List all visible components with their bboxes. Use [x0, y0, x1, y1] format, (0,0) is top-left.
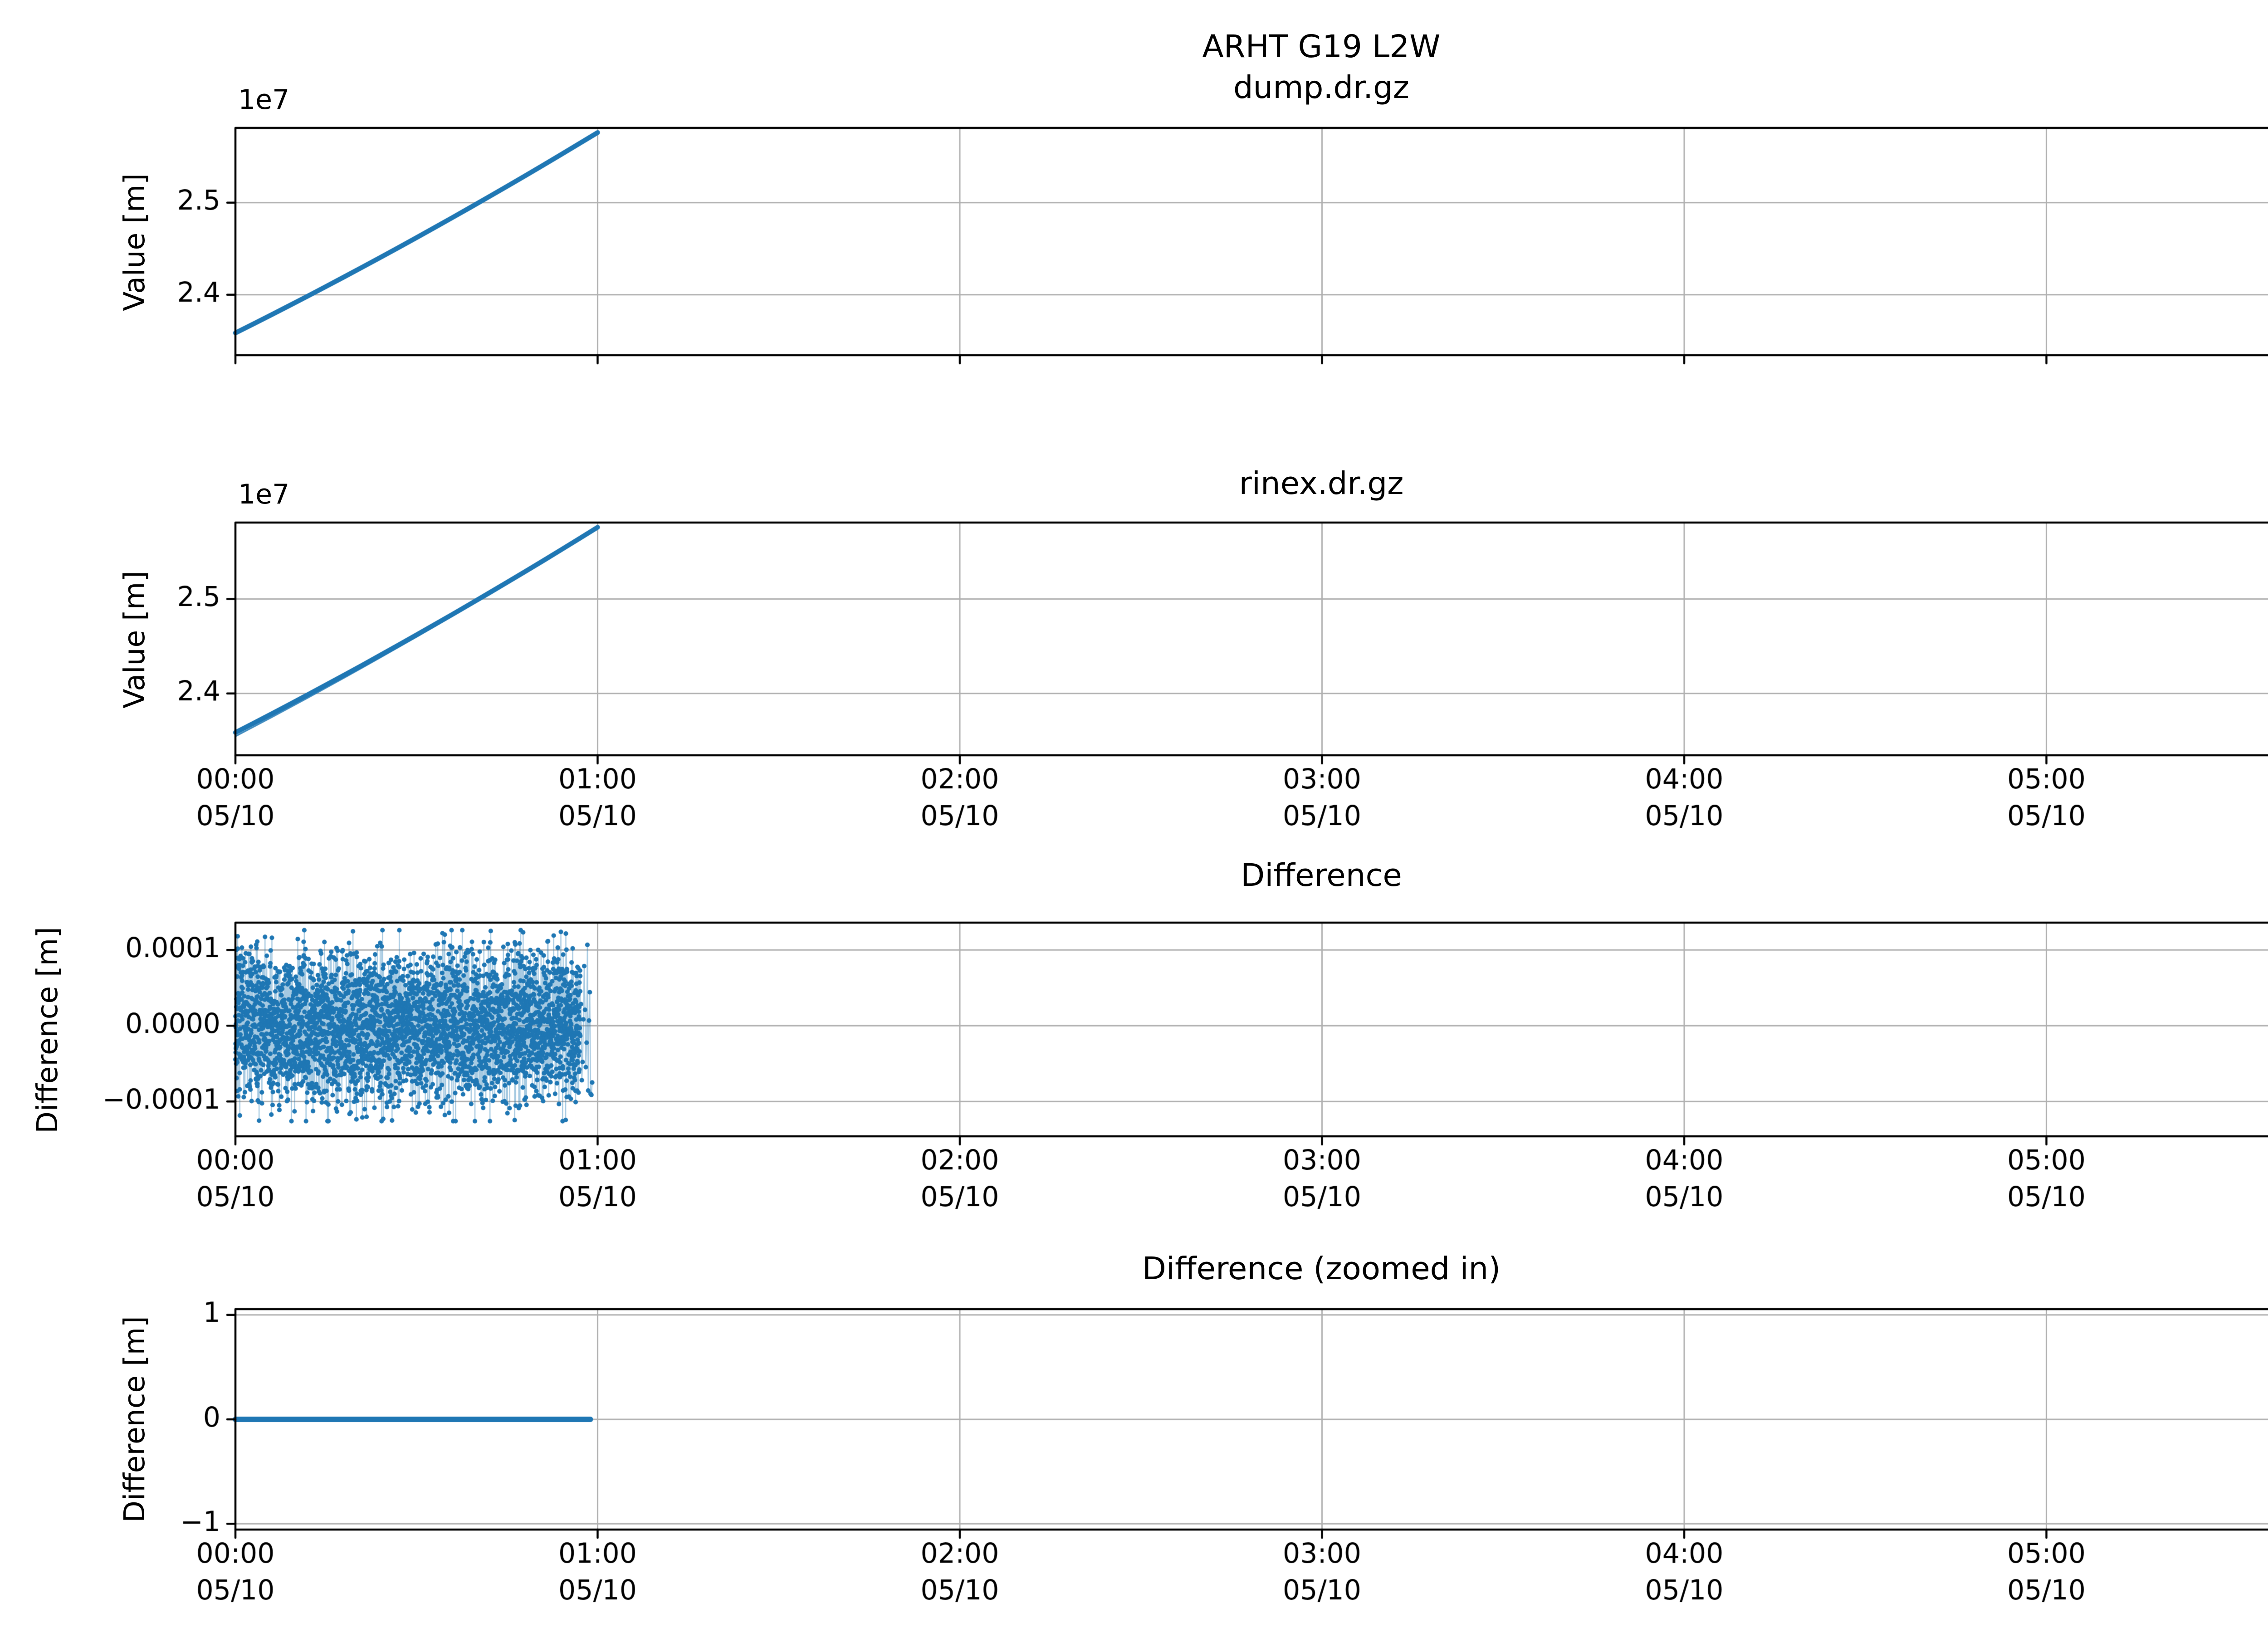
subplot-title-rinex: rinex.dr.gz — [1239, 467, 1404, 502]
y-axis-label-difference-zoomed: Difference [m] — [118, 1316, 151, 1523]
subplot-title-difference: Difference — [1241, 859, 1402, 894]
y-axis-label-dump: Value [m] — [118, 173, 151, 311]
y-axis-label-rinex: Value [m] — [118, 571, 151, 709]
y-axis-label-difference: Difference [m] — [31, 927, 64, 1134]
y-axis-offset-text-dump: 1e7 — [238, 83, 290, 116]
subplot-title-dump: dump.dr.gz — [1233, 71, 1410, 106]
figure-suptitle: ARHT G19 L2W — [1202, 30, 1441, 65]
y-axis-offset-text-rinex: 1e7 — [238, 478, 290, 510]
subplot-title-difference-zoomed: Difference (zoomed in) — [1142, 1252, 1501, 1287]
